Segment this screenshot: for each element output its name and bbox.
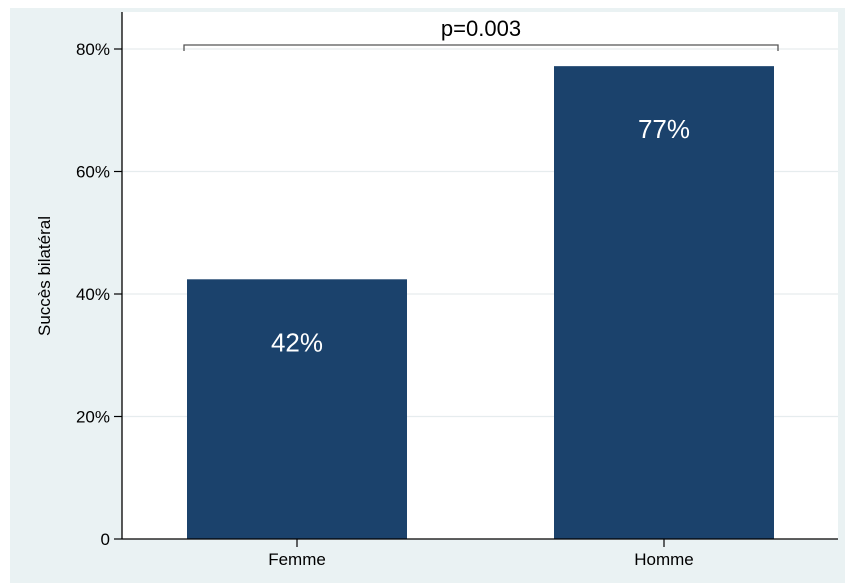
significance-bracket <box>183 44 779 51</box>
bars: 42% 77% <box>187 66 774 540</box>
y-tick-label: 80% <box>76 40 110 59</box>
x-tick-label: Homme <box>634 550 694 569</box>
y-tick-label: 40% <box>76 285 110 304</box>
significance-annotation: p=0.003 <box>183 16 779 51</box>
bar-homme <box>554 66 774 540</box>
y-axis-label: Succès bilatéral <box>35 216 54 336</box>
x-tick-label: Femme <box>268 550 326 569</box>
data-label: 42% <box>271 327 323 357</box>
x-ticks: Femme Homme <box>268 539 694 569</box>
axes <box>121 12 838 540</box>
data-label: 77% <box>638 114 690 144</box>
y-ticks: 0 20% 40% 60% 80% <box>76 40 122 549</box>
p-value-label: p=0.003 <box>441 16 521 41</box>
y-tick-label: 60% <box>76 163 110 182</box>
y-tick-label: 20% <box>76 408 110 427</box>
y-tick-label: 0 <box>101 530 110 549</box>
bar-femme <box>187 279 407 539</box>
